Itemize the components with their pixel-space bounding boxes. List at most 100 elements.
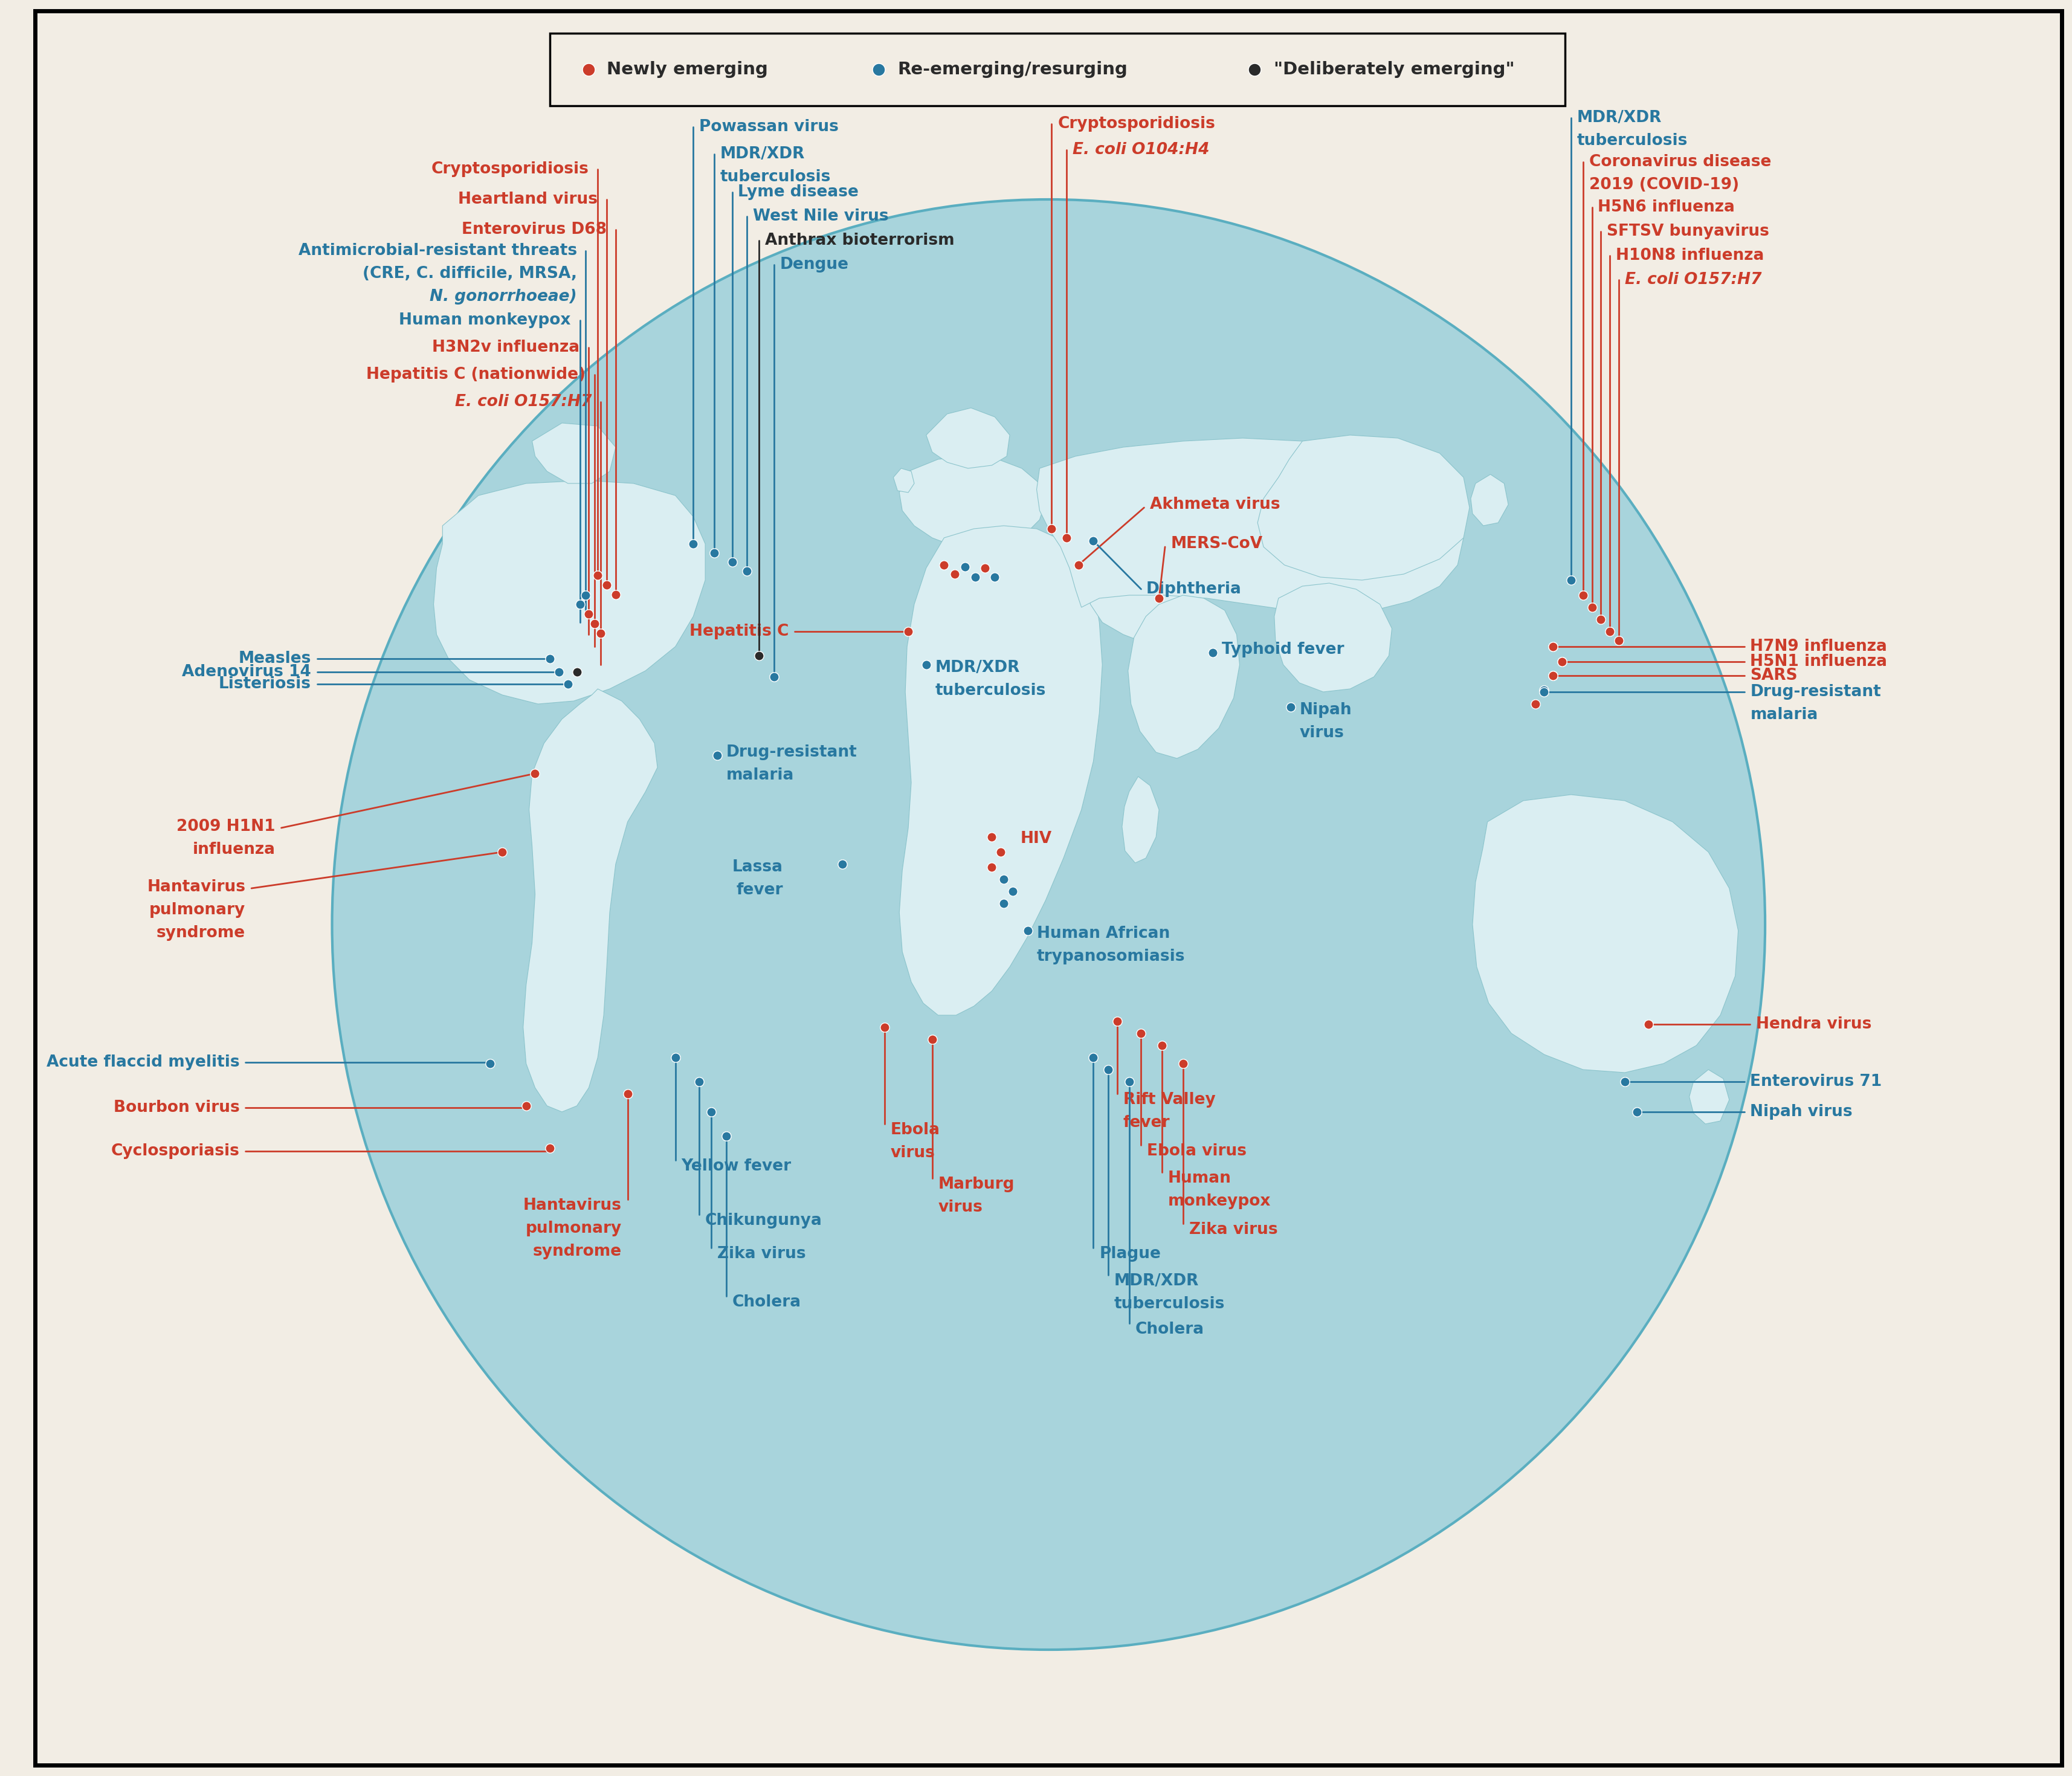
Text: H3N2v influenza: H3N2v influenza xyxy=(433,339,580,355)
Text: Hepatitis C (nationwide): Hepatitis C (nationwide) xyxy=(367,368,586,382)
Polygon shape xyxy=(522,689,657,1112)
Text: Yellow fever: Yellow fever xyxy=(682,1158,792,1174)
Text: Listeriosis: Listeriosis xyxy=(220,677,311,693)
Text: 2019 (COVID-19): 2019 (COVID-19) xyxy=(1589,178,1738,194)
Polygon shape xyxy=(1471,474,1508,526)
Circle shape xyxy=(332,199,1765,1650)
Text: SARS: SARS xyxy=(1749,668,1796,684)
Text: pulmonary: pulmonary xyxy=(149,902,244,918)
Text: Anthrax bioterrorism: Anthrax bioterrorism xyxy=(765,233,955,249)
Text: Marburg: Marburg xyxy=(939,1176,1015,1192)
Text: MERS-CoV: MERS-CoV xyxy=(1171,536,1262,552)
Text: Zika virus: Zika virus xyxy=(717,1247,806,1261)
Text: Nipah virus: Nipah virus xyxy=(1749,1105,1852,1119)
Text: Acute flaccid myelitis: Acute flaccid myelitis xyxy=(46,1055,240,1071)
Text: Cryptosporidiosis: Cryptosporidiosis xyxy=(1057,115,1214,131)
Text: "Deliberately emerging": "Deliberately emerging" xyxy=(1274,60,1515,78)
Text: tuberculosis: tuberculosis xyxy=(719,169,831,185)
Text: fever: fever xyxy=(736,883,783,899)
Text: Human African: Human African xyxy=(1036,925,1169,941)
Text: MDR/XDR: MDR/XDR xyxy=(1577,110,1662,126)
Text: 2009 H1N1: 2009 H1N1 xyxy=(176,819,276,835)
Text: Hantavirus: Hantavirus xyxy=(522,1197,622,1213)
Text: tuberculosis: tuberculosis xyxy=(1115,1296,1225,1312)
Text: pulmonary: pulmonary xyxy=(526,1220,622,1236)
Text: Human: Human xyxy=(1169,1170,1231,1186)
Text: Drug-resistant: Drug-resistant xyxy=(1749,684,1881,700)
Text: Ebola virus: Ebola virus xyxy=(1146,1144,1247,1160)
Text: N. gonorrhoeae): N. gonorrhoeae) xyxy=(429,289,576,304)
Text: Bourbon virus: Bourbon virus xyxy=(114,1099,240,1115)
Text: monkeypox: monkeypox xyxy=(1169,1193,1270,1209)
Polygon shape xyxy=(1121,776,1158,863)
Polygon shape xyxy=(1036,439,1463,613)
Polygon shape xyxy=(1274,583,1392,693)
Text: Measles: Measles xyxy=(238,650,311,666)
Text: Nipah: Nipah xyxy=(1299,702,1351,718)
Text: Zika virus: Zika virus xyxy=(1189,1222,1276,1238)
Text: Lassa: Lassa xyxy=(731,860,783,876)
Text: Plague: Plague xyxy=(1098,1247,1160,1261)
Text: Enterovirus D68: Enterovirus D68 xyxy=(462,222,607,238)
Text: Powassan virus: Powassan virus xyxy=(698,119,839,135)
Polygon shape xyxy=(1471,794,1738,1073)
Text: Antimicrobial-resistant threats: Antimicrobial-resistant threats xyxy=(298,243,576,259)
Polygon shape xyxy=(433,481,704,703)
Text: influenza: influenza xyxy=(193,842,276,858)
Text: Enterovirus 71: Enterovirus 71 xyxy=(1749,1074,1881,1089)
Text: Cholera: Cholera xyxy=(731,1295,802,1311)
Text: Drug-resistant: Drug-resistant xyxy=(725,744,858,760)
Text: H5N1 influenza: H5N1 influenza xyxy=(1749,654,1888,670)
Text: Cyclosporiasis: Cyclosporiasis xyxy=(110,1144,240,1160)
Polygon shape xyxy=(1258,435,1469,581)
Text: tuberculosis: tuberculosis xyxy=(1577,133,1687,149)
Text: virus: virus xyxy=(1299,725,1343,741)
Text: Akhmeta virus: Akhmeta virus xyxy=(1150,497,1280,513)
Text: tuberculosis: tuberculosis xyxy=(934,682,1046,698)
Text: Heartland virus: Heartland virus xyxy=(458,192,597,208)
Text: virus: virus xyxy=(891,1146,934,1162)
Text: Human monkeypox: Human monkeypox xyxy=(400,313,570,329)
Text: Rift Valley: Rift Valley xyxy=(1123,1092,1214,1108)
Text: Typhoid fever: Typhoid fever xyxy=(1220,641,1345,657)
Text: Hepatitis C: Hepatitis C xyxy=(690,623,789,639)
Text: MDR/XDR: MDR/XDR xyxy=(719,146,804,162)
Text: virus: virus xyxy=(939,1199,982,1215)
Text: Cryptosporidiosis: Cryptosporidiosis xyxy=(431,162,588,178)
Text: syndrome: syndrome xyxy=(533,1243,622,1259)
Polygon shape xyxy=(899,526,1102,1016)
Text: Dengue: Dengue xyxy=(779,258,850,272)
Text: MDR/XDR: MDR/XDR xyxy=(934,661,1019,675)
Text: E. coli O157:H7: E. coli O157:H7 xyxy=(1624,272,1761,288)
Text: Re-emerging/resurging: Re-emerging/resurging xyxy=(897,60,1127,78)
Text: Diphtheria: Diphtheria xyxy=(1146,581,1241,597)
Polygon shape xyxy=(1082,529,1200,643)
Text: Lyme disease: Lyme disease xyxy=(738,185,858,201)
Text: Cholera: Cholera xyxy=(1135,1321,1204,1337)
Text: E. coli O104:H4: E. coli O104:H4 xyxy=(1071,142,1208,158)
Polygon shape xyxy=(533,423,615,483)
Text: (CRE, C. difficile, MRSA,: (CRE, C. difficile, MRSA, xyxy=(363,266,576,282)
Polygon shape xyxy=(1127,595,1239,758)
Text: E. coli O157:H7: E. coli O157:H7 xyxy=(454,394,593,410)
Text: MDR/XDR: MDR/XDR xyxy=(1115,1273,1200,1289)
Text: Ebola: Ebola xyxy=(891,1122,939,1138)
Text: malaria: malaria xyxy=(1749,707,1817,723)
FancyBboxPatch shape xyxy=(549,34,1564,107)
Polygon shape xyxy=(926,408,1009,469)
Text: Chikungunya: Chikungunya xyxy=(704,1213,823,1229)
Text: HIV: HIV xyxy=(1019,831,1053,847)
Text: trypanosomiasis: trypanosomiasis xyxy=(1036,948,1185,964)
Polygon shape xyxy=(893,469,914,492)
Text: Hendra virus: Hendra virus xyxy=(1755,1016,1871,1032)
Text: Coronavirus disease: Coronavirus disease xyxy=(1589,155,1772,170)
Text: H7N9 influenza: H7N9 influenza xyxy=(1749,639,1888,654)
Text: H5N6 influenza: H5N6 influenza xyxy=(1598,199,1734,215)
Polygon shape xyxy=(899,456,1044,551)
Text: Newly emerging: Newly emerging xyxy=(607,60,769,78)
Text: West Nile virus: West Nile virus xyxy=(752,208,889,224)
Text: Adenovirus 14: Adenovirus 14 xyxy=(182,664,311,680)
Text: SFTSV bunyavirus: SFTSV bunyavirus xyxy=(1606,224,1769,240)
Text: Hantavirus: Hantavirus xyxy=(147,879,244,895)
Text: syndrome: syndrome xyxy=(157,925,244,941)
